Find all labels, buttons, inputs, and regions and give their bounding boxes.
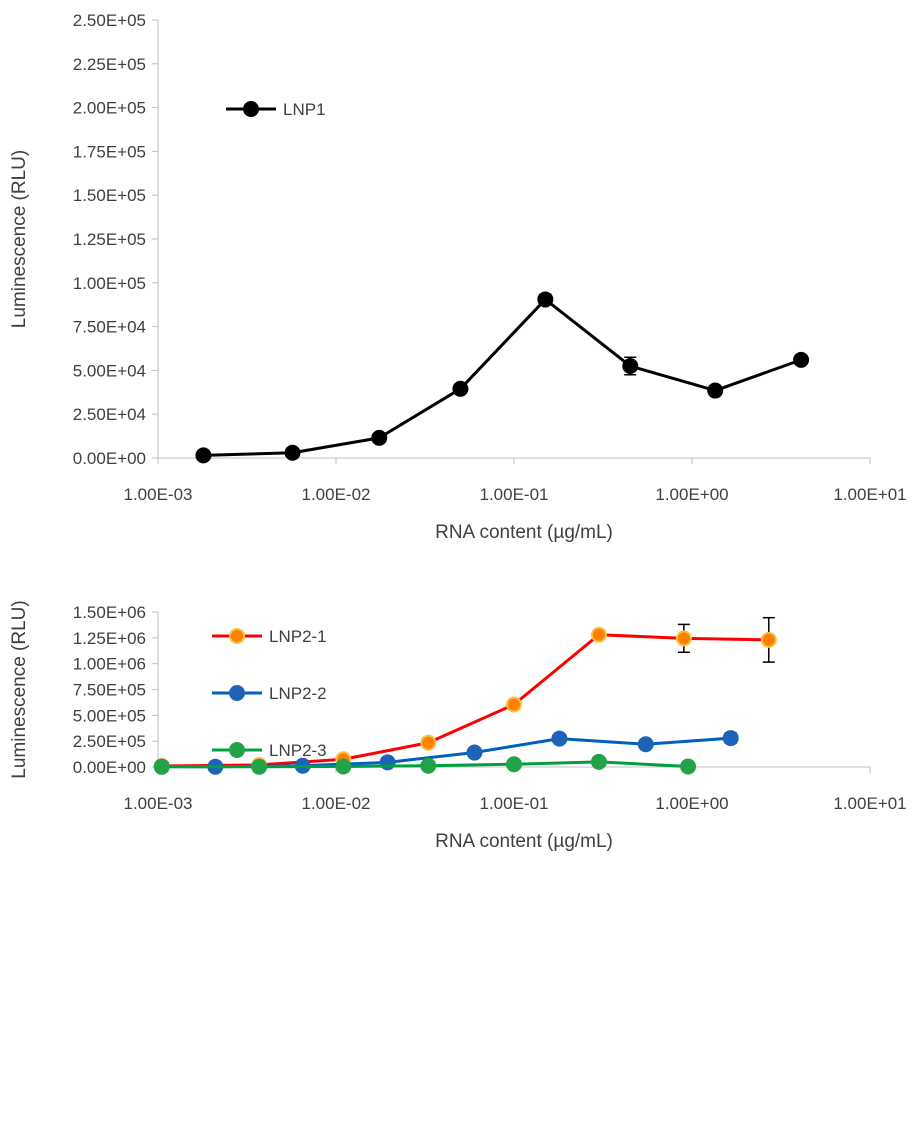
y-tick-label: 2.00E+05 [73, 99, 146, 118]
data-point [452, 380, 469, 397]
y-axis-title: Luminescence (RLU) [9, 150, 30, 328]
data-point [195, 447, 212, 464]
y-tick-label: 2.25E+05 [73, 55, 146, 74]
data-point [537, 291, 554, 308]
y-tick-label: 2.50E+04 [73, 405, 146, 424]
legend-label: LNP2-2 [269, 684, 327, 703]
legend-label: LNP2-3 [269, 741, 327, 760]
data-point [675, 630, 692, 647]
data-point [335, 758, 352, 775]
x-tick-label: 1.00E+01 [833, 794, 906, 813]
legend-item: LNP2-1 [212, 627, 327, 646]
x-tick-label: 1.00E-03 [124, 485, 193, 504]
y-tick-label: 1.25E+06 [73, 629, 146, 648]
data-point [153, 758, 170, 775]
x-axis-title: RNA content (µg/mL) [435, 831, 613, 852]
y-tick-label: 5.00E+05 [73, 706, 146, 725]
x-tick-label: 1.00E-01 [480, 485, 549, 504]
data-point [420, 734, 437, 751]
data-point [590, 753, 607, 770]
series-line [203, 297, 802, 457]
x-tick-label: 1.00E+00 [655, 794, 728, 813]
y-tick-label: 7.50E+05 [73, 681, 146, 700]
legend-marker [229, 685, 245, 701]
series-lnp1 [195, 291, 810, 464]
series-line [161, 633, 769, 768]
x-tick-label: 1.00E-02 [302, 794, 371, 813]
data-point [420, 757, 437, 774]
data-point [622, 358, 639, 375]
legend-item: LNP2-2 [212, 684, 327, 703]
data-point [793, 351, 810, 368]
legend-label: LNP1 [283, 100, 326, 119]
data-point [506, 696, 522, 713]
legend-marker [229, 628, 245, 644]
data-point [551, 730, 568, 747]
chart-lnp1: 0.00E+00 2.50E+04 5.00E+04 7.50E+04 1.00E+05… [9, 11, 907, 543]
x-tick-label: 1.00E-01 [480, 794, 549, 813]
data-point [680, 758, 697, 775]
data-point [590, 626, 607, 643]
y-tick-label: 0.00E+00 [73, 758, 146, 777]
legend-marker [229, 742, 245, 758]
y-tick-label: 1.50E+05 [73, 186, 146, 205]
data-point [284, 444, 301, 461]
y-tick-label: 1.50E+06 [73, 603, 146, 622]
data-point [251, 758, 268, 775]
data-point [637, 736, 654, 753]
y-axis-title: Luminescence (RLU) [9, 600, 30, 778]
legend-item: LNP2-3 [212, 741, 327, 760]
x-tick-label: 1.00E-02 [302, 485, 371, 504]
x-tick-label: 1.00E+00 [655, 485, 728, 504]
legend-item: LNP1 [226, 100, 326, 119]
series-lnp2-3 [153, 753, 697, 775]
y-tick-label: 2.50E+05 [73, 732, 146, 751]
y-tick-label: 0.00E+00 [73, 449, 146, 468]
x-axis-title: RNA content (µg/mL) [435, 522, 613, 543]
data-point [760, 631, 777, 648]
data-point [722, 730, 739, 747]
data-point [506, 756, 522, 773]
y-tick-label: 2.50E+05 [73, 11, 146, 30]
y-tick-label: 1.00E+05 [73, 274, 146, 293]
y-tick-label: 7.50E+04 [73, 318, 146, 337]
legend-label: LNP2-1 [269, 627, 327, 646]
y-tick-label: 1.00E+06 [73, 655, 146, 674]
y-tick-label: 1.25E+05 [73, 230, 146, 249]
data-point [707, 382, 724, 399]
chart-lnp2: 0.00E+00 2.50E+05 5.00E+05 7.50E+05 1.00E+06… [9, 600, 907, 852]
legend-marker [243, 101, 259, 117]
data-point [371, 429, 388, 446]
y-tick-label: 1.75E+05 [73, 142, 146, 161]
x-tick-label: 1.00E-03 [124, 794, 193, 813]
data-point [466, 744, 483, 761]
y-tick-label: 5.00E+04 [73, 361, 146, 380]
x-tick-label: 1.00E+01 [833, 485, 906, 504]
